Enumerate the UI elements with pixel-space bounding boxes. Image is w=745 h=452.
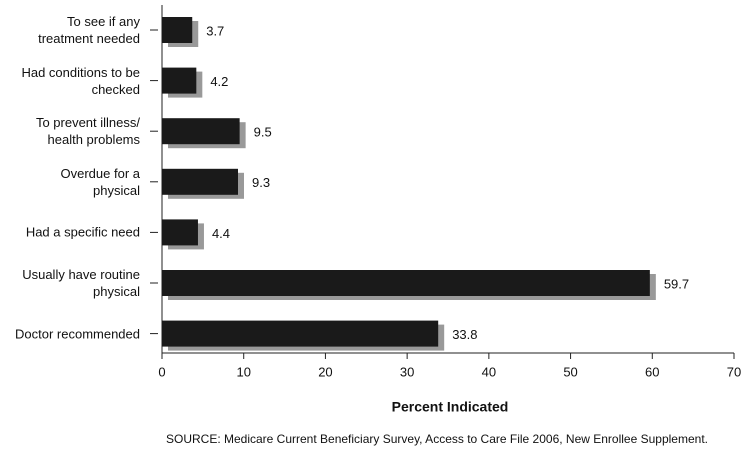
bar: [162, 320, 439, 347]
value-label: 3.7: [206, 23, 224, 38]
bar: [162, 118, 240, 145]
x-tick-label: 50: [563, 364, 577, 379]
value-label: 9.5: [254, 125, 272, 140]
value-label: 33.8: [452, 327, 477, 342]
x-tick-label: 10: [236, 364, 250, 379]
value-label: 59.7: [664, 276, 689, 291]
bar: [162, 270, 650, 296]
source-note: SOURCE: Medicare Current Beneficiary Sur…: [166, 432, 708, 446]
y-tick-label: Doctor recommended: [15, 326, 140, 342]
x-axis-label: Percent Indicated: [392, 399, 509, 415]
x-tick-label: 0: [158, 364, 165, 379]
x-tick-label: 30: [400, 364, 414, 379]
y-tick-label: To prevent illness/ health problems: [35, 115, 140, 148]
x-tick-label: 40: [482, 364, 496, 379]
value-label: 4.4: [212, 226, 230, 241]
x-tick-label: 60: [645, 364, 659, 379]
value-label: 4.2: [210, 74, 228, 89]
y-tick-label: Overdue for a physical: [60, 165, 141, 198]
x-tick-label: 70: [727, 364, 741, 379]
y-tick-label: Usually have routine physical: [22, 267, 140, 299]
bar: [162, 219, 198, 246]
x-tick-label: 20: [318, 364, 332, 379]
y-tick-label: Had conditions to be checked: [21, 64, 140, 97]
y-tick-label: Had a specific need: [25, 224, 140, 240]
value-label: 9.3: [252, 175, 270, 190]
y-tick-label: To see if any treatment needed: [38, 14, 140, 46]
bar: [162, 67, 197, 94]
bar: [162, 17, 193, 43]
bar: [162, 168, 238, 195]
